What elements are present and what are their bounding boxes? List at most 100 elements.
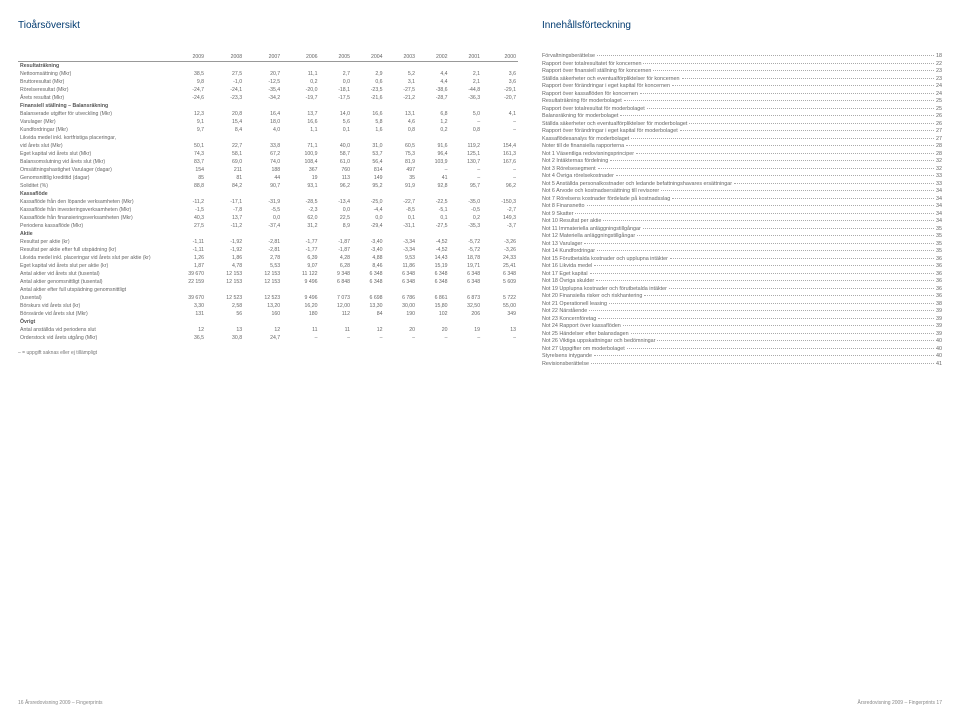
toc-label: Ställda säkerheter och eventualförplikte…: [542, 76, 680, 82]
cell-value: 14,0: [320, 110, 353, 118]
toc-dots: [609, 303, 934, 304]
cell-value: –: [482, 126, 518, 134]
toc-label: Not 1 Väsentliga redovisningsprinciper: [542, 151, 634, 157]
toc-dots: [584, 243, 934, 244]
toc-label: Balansräkning för moderbolaget: [542, 113, 618, 119]
cell-value: 9,1: [168, 118, 206, 126]
toc-dots: [589, 310, 934, 311]
cell-value: 8,4: [206, 126, 244, 134]
toc-dots: [587, 205, 934, 206]
toc-label: Rapport över förändringar i eget kapital…: [542, 128, 678, 134]
cell-value: 206: [450, 310, 483, 318]
cell-value: 15,80: [417, 302, 450, 310]
cell-value: 16,6: [282, 118, 319, 126]
cell-value: 25,41: [482, 262, 518, 270]
cell-value: 9,7: [168, 126, 206, 134]
cell-value: 9 348: [320, 270, 353, 278]
cell-value: 6 348: [352, 270, 385, 278]
table-row: Omsättningshastighet Varulager (dagar)15…: [18, 166, 518, 174]
year-header: 2008: [206, 53, 244, 62]
ten-year-overview: Tioårsöversikt 2009200820072006200520042…: [18, 20, 518, 368]
toc-dots: [610, 160, 934, 161]
cell-value: 6,28: [320, 262, 353, 270]
cell-value: [206, 134, 244, 142]
cell-value: 4,4: [417, 78, 450, 86]
toc-page: 38: [936, 301, 942, 307]
toc-item: Not 1 Väsentliga redovisningsprinciper 28: [542, 151, 942, 157]
cell-value: -17,5: [320, 94, 353, 102]
section-title: Aktie: [18, 230, 518, 238]
cell-value: -2,81: [244, 238, 282, 246]
toc-page: 32: [936, 166, 942, 172]
cell-value: 91,6: [417, 142, 450, 150]
cell-value: -23,3: [206, 94, 244, 102]
cell-value: -18,1: [320, 86, 353, 94]
toc-page: 28: [936, 151, 942, 157]
toc-item: Not 3 Rörelsesegment32: [542, 166, 942, 172]
cell-value: -35,0: [450, 198, 483, 206]
cell-value: 4,1: [482, 110, 518, 118]
cell-value: 12: [168, 326, 206, 334]
toc-dots: [594, 265, 934, 266]
cell-value: –: [352, 334, 385, 342]
cell-value: [320, 286, 353, 294]
cell-value: -28,5: [282, 198, 319, 206]
cell-value: 55,00: [482, 302, 518, 310]
cell-value: [168, 286, 206, 294]
toc-dots: [631, 138, 934, 139]
toc-page: 36: [936, 278, 942, 284]
cell-value: 1,86: [206, 254, 244, 262]
cell-value: -1,0: [206, 78, 244, 86]
cell-value: [482, 286, 518, 294]
cell-value: 84: [352, 310, 385, 318]
cell-value: -4,52: [417, 246, 450, 254]
toc-page: 35: [936, 248, 942, 254]
cell-value: 58,1: [206, 150, 244, 158]
toc-dots: [624, 100, 934, 101]
cell-value: 0,8: [450, 126, 483, 134]
cell-value: 16,6: [352, 110, 385, 118]
toc-item: Rapport över totalresultat för moderbola…: [542, 106, 942, 112]
toc-item: Not 8 Finansnetto34: [542, 203, 942, 209]
toc-item: Not 20 Finansiella risker och riskhanter…: [542, 293, 942, 299]
cell-value: 71,1: [282, 142, 319, 150]
cell-value: 20,8: [206, 110, 244, 118]
cell-value: 36,5: [168, 334, 206, 342]
toc-page: 35: [936, 233, 942, 239]
cell-value: -3,26: [482, 246, 518, 254]
toc-dots: [647, 108, 934, 109]
cell-value: 91,9: [385, 182, 418, 190]
footer-left: 16 Årsredovisning 2009 – Fingerprints: [18, 700, 103, 706]
toc-label: Rapport över totalresultatet för koncern…: [542, 61, 641, 67]
cell-value: -11,2: [168, 198, 206, 206]
cell-value: 16,4: [244, 110, 282, 118]
cell-value: 40,3: [168, 214, 206, 222]
toc-dots: [657, 340, 934, 341]
toc-label: Rapport över kassaflöden för koncernen: [542, 91, 638, 97]
cell-value: -8,5: [385, 206, 418, 214]
cell-value: 3,6: [482, 70, 518, 78]
cell-value: -21,6: [352, 94, 385, 102]
toc-label: Rapport över totalresultat för moderbola…: [542, 106, 645, 112]
toc-item: Not 16 Likvida medel36: [542, 263, 942, 269]
cell-value: 760: [320, 166, 353, 174]
cell-value: -29,4: [352, 222, 385, 230]
row-label: Rörelseresultat (Mkr): [18, 86, 168, 94]
cell-value: 5,53: [244, 262, 282, 270]
cell-value: 56: [206, 310, 244, 318]
cell-value: –: [320, 334, 353, 342]
toc-page: 33: [936, 173, 942, 179]
table-row: Resultat per aktie (kr)-1,11-1,92-2,81-1…: [18, 238, 518, 246]
cell-value: -37,4: [244, 222, 282, 230]
cell-value: 9,8: [168, 78, 206, 86]
cell-value: 11: [320, 326, 353, 334]
cell-value: 5,8: [352, 118, 385, 126]
cell-value: 95,2: [352, 182, 385, 190]
cell-value: [417, 134, 450, 142]
cell-value: 0,1: [385, 214, 418, 222]
cell-value: 53,7: [352, 150, 385, 158]
cell-value: -1,5: [168, 206, 206, 214]
cell-value: -24,1: [206, 86, 244, 94]
cell-value: 6 873: [450, 294, 483, 302]
table-row: Antal aktier vid årets slut (tusental)39…: [18, 270, 518, 278]
